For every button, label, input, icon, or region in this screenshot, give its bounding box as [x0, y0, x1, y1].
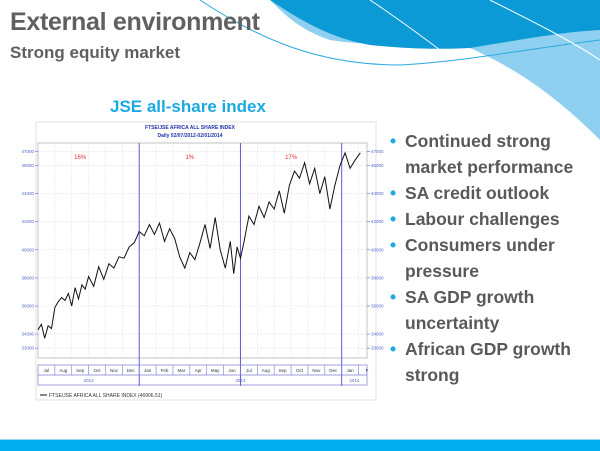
bullet-icon: •	[390, 183, 397, 203]
footer-bar	[0, 439, 600, 451]
year-label: 2013	[235, 378, 246, 383]
bullet-item: • Labour challenges	[390, 206, 595, 232]
y-tick-label-left: 47000	[21, 149, 34, 154]
year-label: 2012	[84, 378, 95, 383]
month-label: Feb	[161, 368, 169, 373]
y-tick-label-left: 42000	[21, 219, 34, 224]
bullet-icon: •	[390, 235, 397, 255]
month-label: Aug	[262, 368, 271, 373]
period-change-label: 17%	[285, 155, 298, 161]
bullet-item: • SA GDP growth uncertainty	[390, 284, 595, 336]
month-label: Sep	[76, 368, 85, 373]
month-label: May	[211, 368, 220, 373]
chart-frame	[35, 121, 377, 401]
month-label: Mar	[178, 368, 186, 373]
y-tick-label-right: 42000	[371, 219, 384, 224]
y-tick-label-right: 36000	[371, 304, 384, 309]
month-label: Apr	[195, 368, 203, 373]
month-label: Oct	[296, 368, 304, 373]
year-label: 2014	[349, 378, 360, 383]
month-label: Jan	[346, 368, 354, 373]
month-label: Dec	[127, 368, 136, 373]
series-line	[37, 151, 361, 339]
month-label: Jul	[44, 368, 50, 373]
month-label: Jun	[228, 368, 236, 373]
y-tick-label-right: 40000	[371, 247, 384, 252]
y-tick-label-left: 36000	[21, 304, 34, 309]
y-tick-label-right: 44000	[371, 191, 384, 196]
chart-title: FTSE/JSE AFRICA ALL SHARE INDEX	[145, 125, 236, 131]
slide-subtitle: Strong equity market	[10, 43, 181, 62]
y-tick-label-right: 33000	[371, 346, 384, 351]
bullet-icon: •	[390, 339, 397, 359]
bullet-item: • Continued strong market performance	[390, 128, 595, 180]
month-label: Nov	[110, 368, 119, 373]
y-tick-label-right: 34000	[371, 332, 384, 337]
month-label: Jan	[144, 368, 152, 373]
y-tick-label-right: 38000	[371, 275, 384, 280]
month-label: Sep	[279, 368, 288, 373]
y-tick-label-right: 46000	[371, 163, 384, 168]
bullet-icon: •	[390, 287, 397, 307]
chart-subtitle: Daily 02/07/2012-02/01/2014	[157, 133, 222, 139]
month-label: Jul	[246, 368, 252, 373]
period-change-label: 16%	[74, 155, 87, 161]
y-tick-label-left: 34000	[21, 332, 34, 337]
bullet-list: • Continued strong market performance • SA…	[390, 128, 595, 388]
period-change-label: 1%	[186, 155, 195, 161]
decorative-swoosh	[199, 0, 600, 140]
month-label: Nov	[312, 368, 321, 373]
month-label: Dec	[329, 368, 338, 373]
bullet-icon: •	[390, 131, 397, 151]
chart-legend: FTSE/JSE AFRICA ALL SHARE INDEX (46906.5…	[49, 393, 163, 399]
bullet-item: • Consumers under pressure	[390, 232, 595, 284]
slide-title: External environment	[10, 8, 260, 36]
bullet-icon: •	[390, 209, 397, 229]
chart-heading: JSE all-share index	[110, 97, 266, 116]
y-tick-label-left: 38000	[21, 275, 34, 280]
y-tick-label-right: 47000	[371, 149, 384, 154]
y-tick-label-left: 44000	[21, 191, 34, 196]
bullet-item: • African GDP growth strong	[390, 336, 595, 388]
plot-area	[37, 142, 368, 359]
y-tick-label-left: 46000	[21, 163, 34, 168]
y-tick-label-left: 40000	[21, 247, 34, 252]
month-label: Aug	[59, 368, 68, 373]
y-tick-label-left: 33000	[21, 346, 34, 351]
bullet-item: • SA credit outlook	[390, 180, 595, 206]
month-label: F	[366, 368, 369, 373]
month-label: Oct	[94, 368, 102, 373]
